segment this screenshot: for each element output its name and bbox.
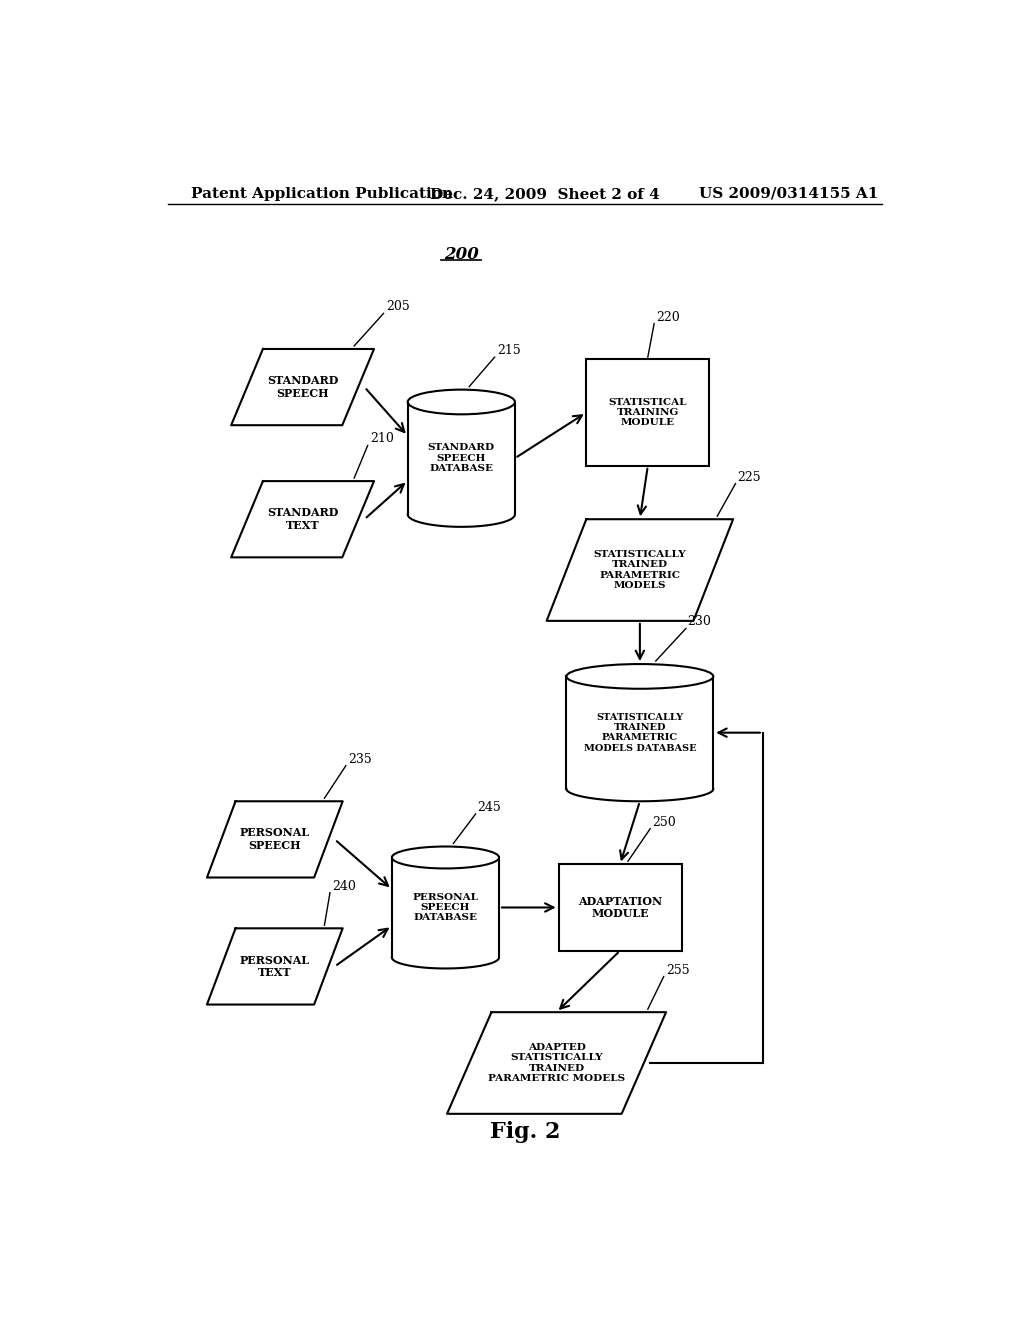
Bar: [392, 858, 499, 957]
Ellipse shape: [392, 946, 499, 969]
Polygon shape: [207, 801, 343, 878]
Text: 240: 240: [333, 879, 356, 892]
Text: 215: 215: [497, 345, 521, 356]
Bar: [587, 359, 710, 466]
Text: 210: 210: [370, 433, 394, 445]
Ellipse shape: [408, 502, 515, 527]
Text: PERSONAL
SPEECH
DATABASE: PERSONAL SPEECH DATABASE: [413, 892, 478, 923]
Ellipse shape: [566, 664, 714, 689]
Text: Fig. 2: Fig. 2: [489, 1121, 560, 1143]
Polygon shape: [207, 928, 343, 1005]
Text: STANDARD
SPEECH: STANDARD SPEECH: [267, 375, 338, 399]
Polygon shape: [447, 1012, 666, 1114]
Text: Patent Application Publication: Patent Application Publication: [191, 187, 454, 201]
Text: STATISTICAL
TRAINING
MODULE: STATISTICAL TRAINING MODULE: [608, 397, 687, 428]
Text: PERSONAL
SPEECH: PERSONAL SPEECH: [240, 828, 310, 851]
Text: STANDARD
TEXT: STANDARD TEXT: [267, 507, 338, 531]
Bar: [558, 865, 682, 950]
Text: 205: 205: [386, 301, 410, 313]
Text: STATISTICALLY
TRAINED
PARAMETRIC
MODELS: STATISTICALLY TRAINED PARAMETRIC MODELS: [594, 550, 686, 590]
Ellipse shape: [392, 846, 499, 869]
Text: US 2009/0314155 A1: US 2009/0314155 A1: [699, 187, 879, 201]
Text: STATISTICALLY
TRAINED
PARAMETRIC
MODELS DATABASE: STATISTICALLY TRAINED PARAMETRIC MODELS …: [584, 713, 696, 752]
Text: 250: 250: [652, 816, 676, 829]
Polygon shape: [231, 480, 374, 557]
Polygon shape: [231, 348, 374, 425]
Text: 245: 245: [477, 801, 501, 814]
Text: Dec. 24, 2009  Sheet 2 of 4: Dec. 24, 2009 Sheet 2 of 4: [430, 187, 659, 201]
Text: ADAPTATION
MODULE: ADAPTATION MODULE: [578, 895, 663, 920]
Bar: [408, 403, 515, 515]
Text: PERSONAL
TEXT: PERSONAL TEXT: [240, 954, 310, 978]
Ellipse shape: [408, 389, 515, 414]
Text: 200: 200: [443, 247, 479, 264]
Text: 225: 225: [737, 471, 761, 483]
Ellipse shape: [566, 776, 714, 801]
Text: STANDARD
SPEECH
DATABASE: STANDARD SPEECH DATABASE: [428, 444, 495, 473]
Text: 230: 230: [687, 615, 712, 628]
Text: 255: 255: [666, 964, 690, 977]
Text: 220: 220: [655, 310, 680, 323]
Text: 235: 235: [348, 752, 372, 766]
Polygon shape: [547, 519, 733, 620]
Text: ADAPTED
STATISTICALLY
TRAINED
PARAMETRIC MODELS: ADAPTED STATISTICALLY TRAINED PARAMETRIC…: [488, 1043, 625, 1084]
Bar: [566, 676, 714, 789]
